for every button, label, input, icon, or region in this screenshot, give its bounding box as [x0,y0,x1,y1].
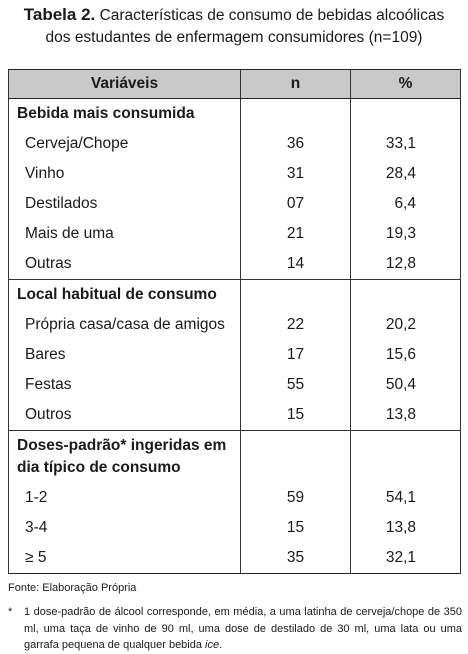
row-label: Própria casa/casa de amigos [8,310,241,340]
section-title: Bebida mais consumida [8,98,241,129]
row-n: 07 [240,189,351,219]
row-percent: 13,8 [350,513,461,543]
empty-cell [240,98,351,129]
row-label: Cerveja/Chope [8,129,241,159]
row-label: ≥ 5 [8,543,241,574]
section-title: Doses-padrão* ingeridas em dia típico de… [8,430,241,483]
row-label: 3-4 [8,513,241,543]
section-title-line-1: Doses-padrão* ingeridas em [17,437,227,454]
footnote: * 1 dose-padrão de álcool corresponde, e… [8,604,462,654]
header-variaveis: Variáveis [8,69,241,99]
row-percent: 6,4 [350,189,461,219]
row-n: 15 [240,400,351,431]
table-row: Festas 55 50,4 [8,370,461,400]
row-percent: 28,4 [350,159,461,189]
table-row: Bares 17 15,6 [8,340,461,370]
row-n: 59 [240,483,351,513]
row-label: Mais de uma [8,219,241,249]
data-table-container: Variáveis n % Bebida mais consumida Cerv… [8,69,461,574]
section-title-line-2: dia típico de consumo [17,459,181,476]
row-label: Vinho [8,159,241,189]
caption-label: Tabela 2. [23,5,96,24]
empty-cell [350,279,461,310]
row-n: 14 [240,249,351,280]
table-row: Destilados 07 6,4 [8,189,461,219]
row-n: 21 [240,219,351,249]
table-row: Vinho 31 28,4 [8,159,461,189]
row-percent: 20,2 [350,310,461,340]
row-n: 36 [240,129,351,159]
row-percent: 19,3 [350,219,461,249]
table-row: Outros 15 13,8 [8,400,461,431]
table-source: Fonte: Elaboração Própria [8,582,137,594]
table-row: 1-2 59 54,1 [8,483,461,513]
footnote-text: 1 dose-padrão de álcool corresponde, em … [8,604,462,654]
header-percent: % [350,69,461,99]
row-n: 35 [240,543,351,574]
section-row-doses: Doses-padrão* ingeridas em dia típico de… [8,430,461,483]
row-percent: 15,6 [350,340,461,370]
row-percent: 33,1 [350,129,461,159]
caption-title-part-2: dos estudantes de enfermagem consumidore… [45,29,423,46]
row-percent: 13,8 [350,400,461,431]
row-n: 55 [240,370,351,400]
row-label: Outros [8,400,241,431]
row-n: 22 [240,310,351,340]
table-row: Outras 14 12,8 [8,249,461,280]
table-caption: Tabela 2. Características de consumo de … [0,4,468,49]
empty-cell [350,98,461,129]
row-label: 1-2 [8,483,241,513]
table-row: Própria casa/casa de amigos 22 20,2 [8,310,461,340]
section-row-local: Local habitual de consumo [8,279,461,310]
empty-cell [240,279,351,310]
table-row: Mais de uma 21 19,3 [8,219,461,249]
header-n: n [240,69,351,99]
row-n: 15 [240,513,351,543]
section-row-bebida: Bebida mais consumida [8,98,461,129]
row-label: Outras [8,249,241,280]
row-n: 17 [240,340,351,370]
header-row: Variáveis n % [8,69,461,99]
row-percent: 54,1 [350,483,461,513]
row-label: Destilados [8,189,241,219]
row-percent: 50,4 [350,370,461,400]
section-title: Local habitual de consumo [8,279,241,310]
empty-cell [240,430,351,483]
empty-cell [350,430,461,483]
footnote-marker: * [8,606,13,618]
caption-title-part-1: Características de consumo de bebidas al… [99,7,445,24]
row-label: Festas [8,370,241,400]
row-percent: 32,1 [350,543,461,574]
footnote-text-italic: ice [205,639,220,651]
table-row: Cerveja/Chope 36 33,1 [8,129,461,159]
table-row: ≥ 5 35 32,1 [8,543,461,574]
row-percent: 12,8 [350,249,461,280]
footnote-text-main: 1 dose-padrão de álcool corresponde, em … [24,606,462,651]
caption-line-1: Tabela 2. Características de consumo de … [0,4,468,27]
row-n: 31 [240,159,351,189]
table-row: 3-4 15 13,8 [8,513,461,543]
footnote-text-end: . [219,639,223,651]
row-label: Bares [8,340,241,370]
data-table: Variáveis n % Bebida mais consumida Cerv… [8,69,461,574]
